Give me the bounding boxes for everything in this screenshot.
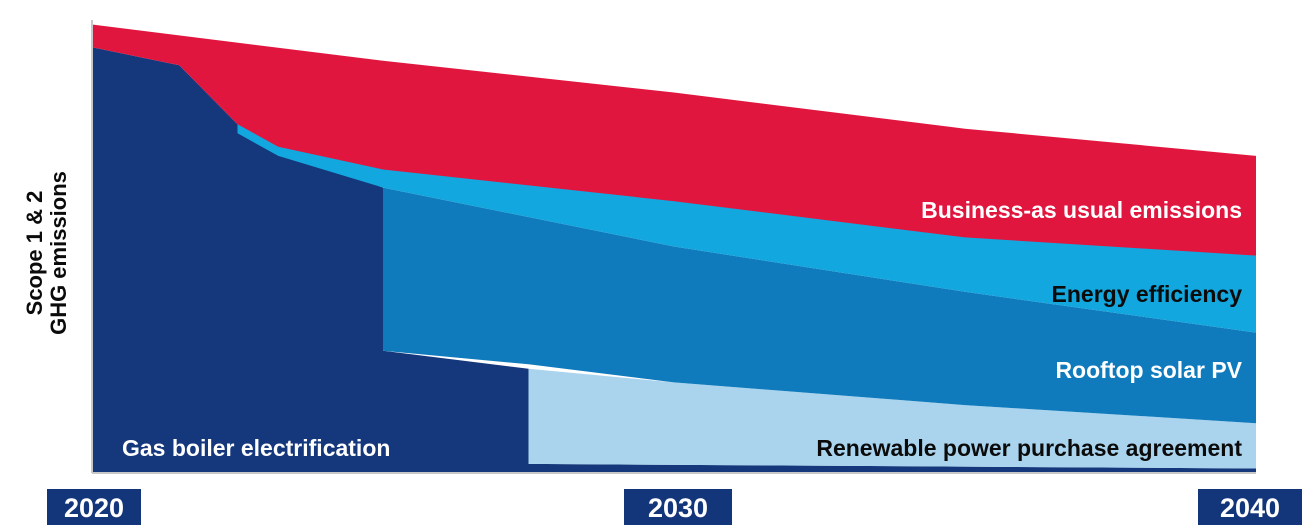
x-tick-2040: 2040 (1198, 489, 1302, 525)
area-band-rooftop-solar-pv (383, 187, 1256, 424)
x-tick-label: 2030 (648, 493, 708, 523)
y-axis-title: Scope 1 & 2 GHG emissions (22, 171, 71, 335)
x-tick-label: 2040 (1220, 493, 1280, 523)
axes (91, 20, 1256, 474)
x-tick-badge (47, 489, 141, 525)
label-energy-efficiency: Energy efficiency (1052, 281, 1243, 307)
label-gas-boiler-electrification: Gas boiler electrification (122, 435, 390, 461)
label-renewable-ppa: Renewable power purchase agreement (816, 435, 1242, 461)
label-business-as-usual: Business-as usual emissions (921, 197, 1242, 223)
label-rooftop-solar-pv: Rooftop solar PV (1055, 357, 1242, 383)
area-band-gas-boiler-electrification (92, 47, 1256, 473)
x-tick-2020: 2020 (47, 489, 141, 525)
band-labels: Business-as usual emissions Energy effic… (122, 197, 1243, 461)
y-axis-title-line-2: GHG emissions (46, 171, 71, 335)
area-bands (92, 24, 1256, 473)
x-tick-badge (1198, 489, 1302, 525)
x-tick-badge (624, 489, 732, 525)
x-tick-2030: 2030 (624, 489, 732, 525)
area-band-business-as-usual (92, 24, 1256, 256)
x-axis-ticks: 2020 2030 2040 (47, 489, 1302, 525)
area-band-renewable-ppa (528, 368, 1256, 469)
x-tick-label: 2020 (64, 493, 124, 523)
y-axis-title-line-1: Scope 1 & 2 (22, 191, 47, 316)
